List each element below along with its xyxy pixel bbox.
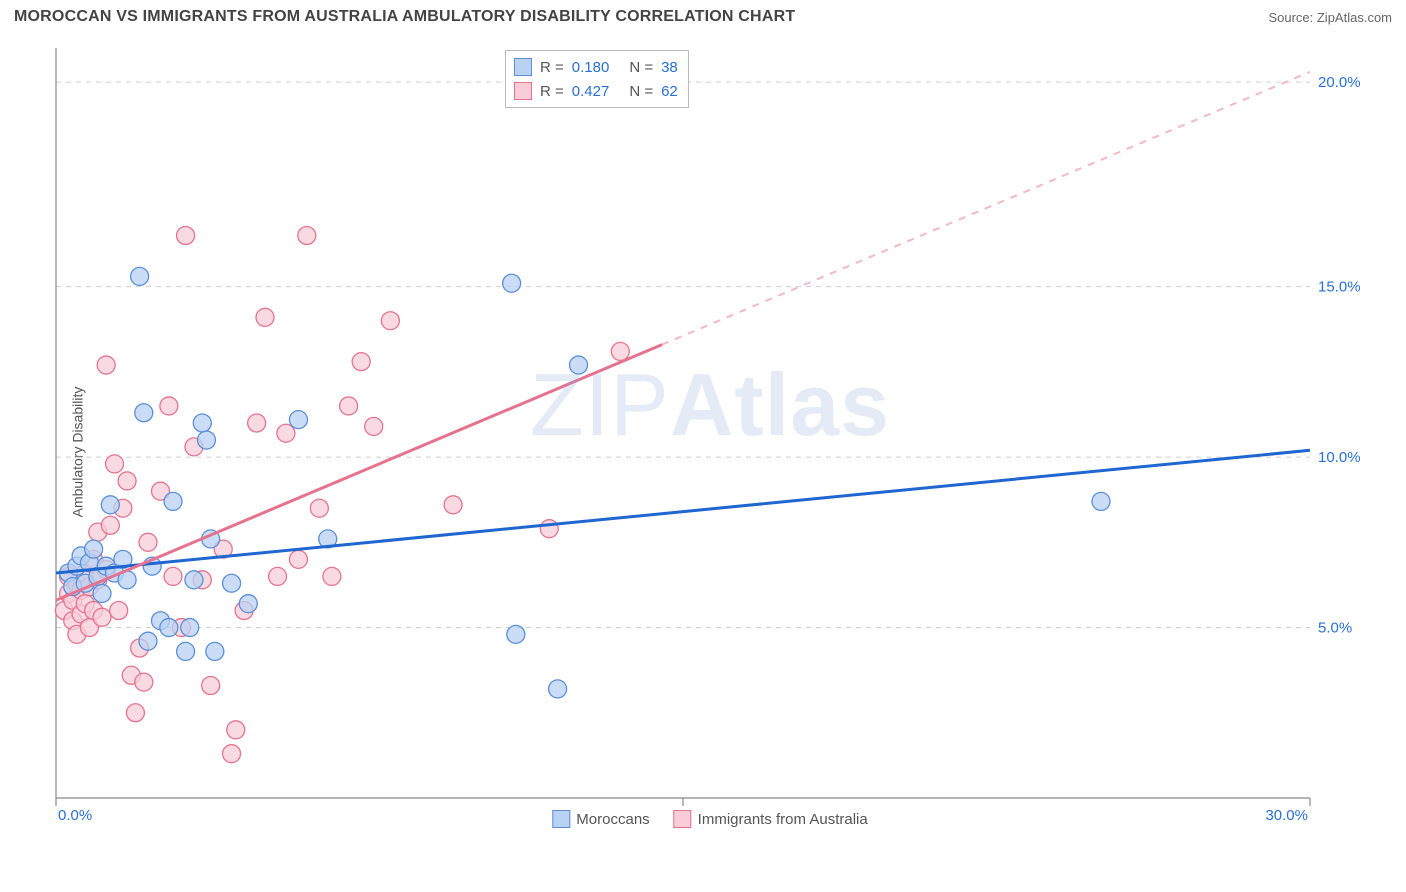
svg-text:0.0%: 0.0%: [58, 807, 92, 824]
svg-text:5.0%: 5.0%: [1318, 620, 1352, 637]
chart-container: Ambulatory Disability ZIPAtlas 5.0%10.0%…: [0, 32, 1406, 872]
chart-title: MOROCCAN VS IMMIGRANTS FROM AUSTRALIA AM…: [14, 8, 795, 26]
stats-row-australia: R = 0.427 N = 62: [514, 79, 678, 103]
swatch-moroccans: [514, 58, 532, 76]
legend-label-moroccans: Moroccans: [576, 811, 649, 828]
stats-legend: R = 0.180 N = 38 R = 0.427 N = 62: [505, 50, 689, 108]
legend-item-australia: Immigrants from Australia: [674, 810, 868, 828]
n-value-australia: 62: [661, 83, 678, 100]
legend-item-moroccans: Moroccans: [552, 810, 649, 828]
r-value-moroccans: 0.180: [572, 59, 610, 76]
svg-text:15.0%: 15.0%: [1318, 279, 1361, 296]
n-value-moroccans: 38: [661, 59, 678, 76]
stats-row-moroccans: R = 0.180 N = 38: [514, 55, 678, 79]
svg-text:30.0%: 30.0%: [1265, 807, 1308, 824]
svg-text:20.0%: 20.0%: [1318, 74, 1361, 91]
source-label: Source: ZipAtlas.com: [1268, 10, 1392, 25]
scatter-svg: 5.0% 10.0% 15.0% 20.0% 0.0% 30.0%: [50, 42, 1370, 832]
svg-text:10.0%: 10.0%: [1318, 449, 1361, 466]
r-value-australia: 0.427: [572, 83, 610, 100]
bottom-legend: Moroccans Immigrants from Australia: [552, 810, 867, 828]
legend-label-australia: Immigrants from Australia: [698, 811, 868, 828]
swatch-australia: [514, 82, 532, 100]
plot-area: ZIPAtlas 5.0%10.0%15.0%20.0%0.0%30.0% R …: [50, 42, 1370, 832]
